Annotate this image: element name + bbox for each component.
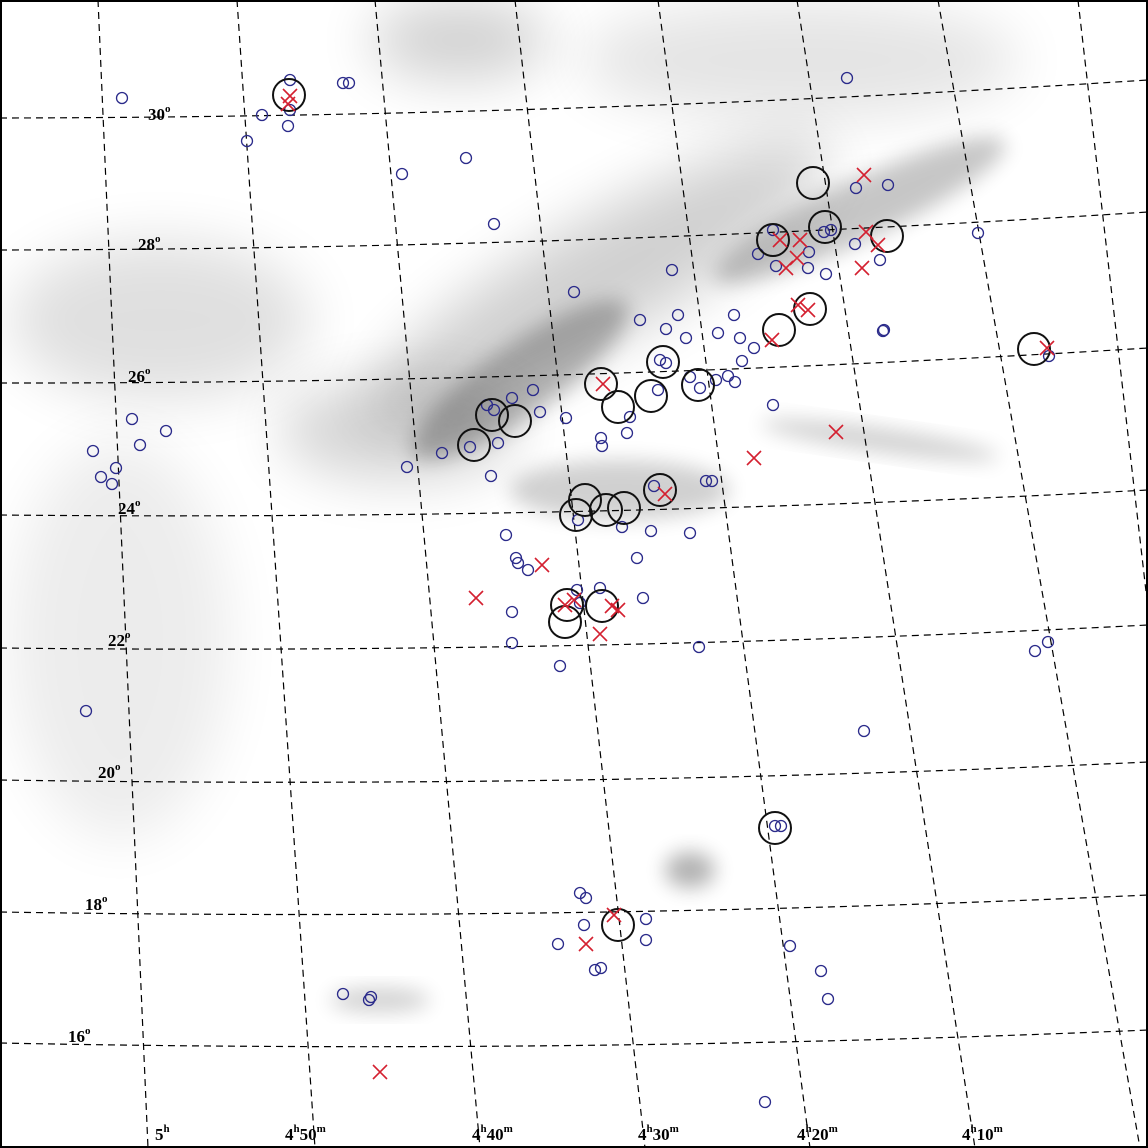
dec-degree-sign: o — [145, 365, 151, 377]
dec-degree-sign: o — [135, 497, 141, 509]
dec-degree-sign: o — [125, 629, 131, 641]
ra-minutes-unit: m — [670, 1123, 679, 1135]
dec-degrees: 20 — [98, 763, 115, 782]
dec-degrees: 22 — [108, 631, 125, 650]
ra-minutes: 30 — [653, 1125, 670, 1144]
dec-degrees: 28 — [138, 235, 155, 254]
ra-minutes-unit: m — [317, 1123, 326, 1135]
ra-minutes: 40 — [487, 1125, 504, 1144]
dec-degrees: 18 — [85, 895, 102, 914]
dec-degrees: 26 — [128, 367, 145, 386]
dec-degrees: 24 — [118, 499, 136, 518]
ra-hours: 5 — [155, 1125, 164, 1144]
dec-degree-sign: o — [85, 1025, 91, 1037]
sky-map: 30o28o26o24o22o20o18o16o5h4h50m4h40m4h30… — [0, 0, 1148, 1148]
dec-degree-sign: o — [115, 761, 121, 773]
dec-degrees: 30 — [148, 105, 165, 124]
dec-degree-sign: o — [165, 103, 171, 115]
ra-minutes: 20 — [812, 1125, 829, 1144]
ra-minutes-unit: m — [994, 1123, 1003, 1135]
ra-minutes: 10 — [977, 1125, 994, 1144]
ra-hours-unit: h — [164, 1123, 170, 1135]
dec-degree-sign: o — [155, 233, 161, 245]
ra-minutes-unit: m — [829, 1123, 838, 1135]
ra-minutes: 50 — [300, 1125, 317, 1144]
ra-minutes-unit: m — [504, 1123, 513, 1135]
dec-degrees: 16 — [68, 1027, 85, 1046]
dec-degree-sign: o — [102, 893, 108, 905]
